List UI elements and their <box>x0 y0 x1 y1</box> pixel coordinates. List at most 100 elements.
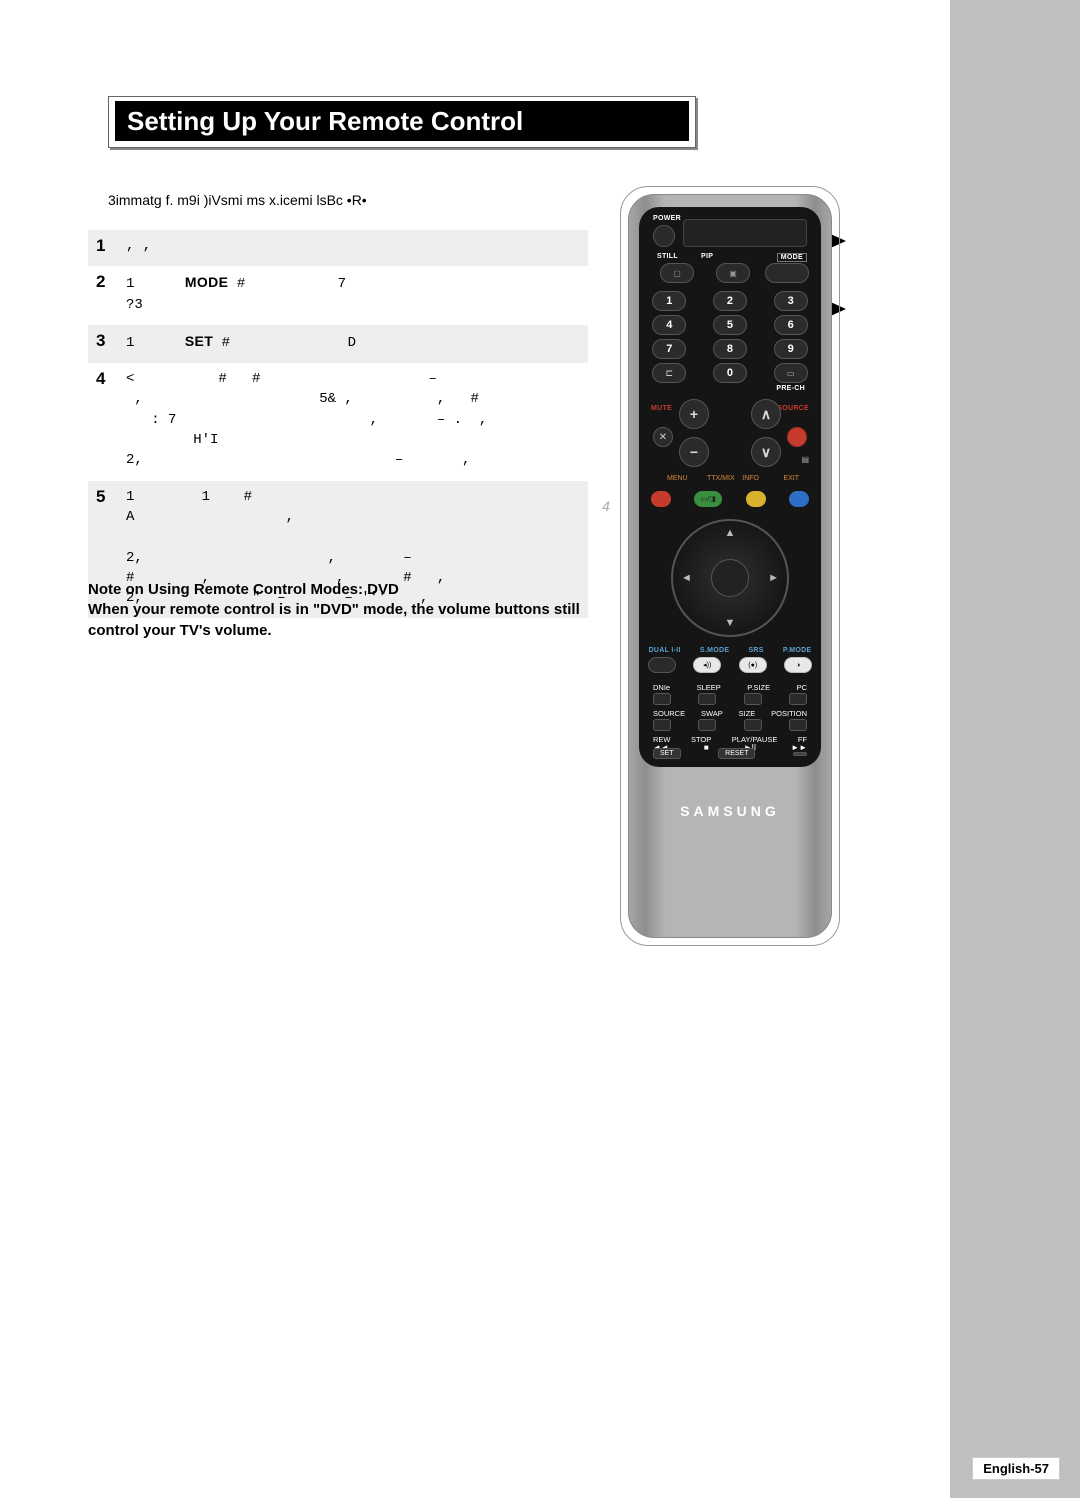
arrow-right-icon: ► <box>768 572 779 584</box>
label-menu: MENU <box>667 475 688 482</box>
psize-button[interactable] <box>744 693 762 705</box>
mode-button[interactable] <box>765 263 809 283</box>
label-pmode: P.MODE <box>783 647 812 654</box>
label-source: SOURCE <box>777 405 809 412</box>
ch-down-button[interactable]: ∨ <box>751 437 781 467</box>
reset-button[interactable]: RESET <box>718 748 755 759</box>
label-dnie: DNIe <box>653 683 670 692</box>
red-button[interactable] <box>651 491 671 507</box>
dash-icon: ⊏ <box>666 368 674 379</box>
mute-button[interactable]: ✕ <box>653 427 673 447</box>
num-3-button[interactable]: 3 <box>774 291 808 311</box>
size-button[interactable] <box>744 719 762 731</box>
pmode-button[interactable]: ◑ <box>784 657 812 673</box>
step-bold: MODE <box>185 274 229 290</box>
page-title: Setting Up Your Remote Control <box>115 101 689 141</box>
code-button[interactable] <box>793 752 807 756</box>
step-body: , , <box>126 236 580 256</box>
step-row: 3 1 SET # D <box>88 325 588 363</box>
label-source2: SOURCE <box>653 709 685 718</box>
position-button[interactable] <box>789 719 807 731</box>
label-size: SIZE <box>739 709 756 718</box>
ttx-icon: ▭/◨ <box>701 495 716 503</box>
step-number: 1 <box>96 236 126 256</box>
num-7-button[interactable]: 7 <box>652 339 686 359</box>
sleep-button[interactable] <box>698 693 716 705</box>
chevron-down-icon: ∨ <box>761 444 771 461</box>
list-icon: ▤ <box>801 455 809 464</box>
swap-button[interactable] <box>698 719 716 731</box>
note-line-1: Note on Using Remote Control Modes: DVD <box>88 580 608 600</box>
pip-button[interactable]: ▣ <box>716 263 750 283</box>
note-line-2: When your remote control is in "DVD" mod… <box>88 600 608 641</box>
blue-button[interactable] <box>789 491 809 507</box>
num-6-button[interactable]: 6 <box>774 315 808 335</box>
num-9-button[interactable]: 9 <box>774 339 808 359</box>
step-row: 4 < # # – , 5& , , # : 7 , – . , H'I 2, … <box>88 363 588 480</box>
step-row: 1 , , <box>88 230 588 266</box>
label-psize: P.SIZE <box>747 683 770 692</box>
step-number: 3 <box>96 331 126 353</box>
num-4-button[interactable]: 4 <box>652 315 686 335</box>
dual-button[interactable] <box>648 657 676 673</box>
set-reset-row: SET RESET <box>653 748 807 759</box>
num-0-button[interactable]: 0 <box>713 363 747 383</box>
still-button[interactable]: ▢ <box>660 263 694 283</box>
vol-up-button[interactable]: + <box>679 399 709 429</box>
num-8-button[interactable]: 8 <box>713 339 747 359</box>
step-text: , , <box>126 238 151 254</box>
label-sleep: SLEEP <box>697 683 721 692</box>
pc-button[interactable] <box>789 693 807 705</box>
step-body: 1 SET # D <box>126 331 580 353</box>
arrow-down-icon: ▼ <box>725 617 736 629</box>
label-still: STILL <box>657 253 678 260</box>
green-button[interactable]: ▭/◨ <box>694 491 722 507</box>
label-pip: PIP <box>701 253 713 260</box>
color-button-row: ▭/◨ <box>639 491 821 507</box>
power-button[interactable] <box>653 225 675 247</box>
dnie-button[interactable] <box>653 693 671 705</box>
steps-list: 1 , , 2 1 MODE # 7?3 3 1 SET # D 4 < # #… <box>88 230 588 618</box>
set-button[interactable]: SET <box>653 748 681 759</box>
rect-icon: ▣ <box>729 269 737 278</box>
step-number: 4 <box>96 369 126 470</box>
source2-button[interactable] <box>653 719 671 731</box>
note-block: Note on Using Remote Control Modes: DVD … <box>88 580 608 641</box>
source-button[interactable] <box>787 427 807 447</box>
step-row: 2 1 MODE # 7?3 <box>88 266 588 325</box>
num-5-button[interactable]: 5 <box>713 315 747 335</box>
chevron-up-icon: ∧ <box>761 406 771 423</box>
remote-body: POWER STILL PIP MODE ▢ ▣ 1 2 3 4 <box>628 194 832 938</box>
label-exit: EXIT <box>783 475 799 482</box>
label-prech: PRE-CH <box>776 385 805 392</box>
arrow-up-icon: ▲ <box>725 527 736 539</box>
label-swap: SWAP <box>701 709 723 718</box>
ch-up-button[interactable]: ∧ <box>751 399 781 429</box>
vol-down-button[interactable]: − <box>679 437 709 467</box>
num-2-button[interactable]: 2 <box>713 291 747 311</box>
callout-4-label: 4 <box>602 498 610 514</box>
page: Setting Up Your Remote Control 3immatg f… <box>0 0 1080 1498</box>
dash-button[interactable]: ⊏ <box>652 363 686 383</box>
remote-illustration: POWER STILL PIP MODE ▢ ▣ 1 2 3 4 <box>620 186 840 946</box>
right-sidebar <box>950 0 1080 1498</box>
rect-icon: ▢ <box>673 269 681 278</box>
nav-wheel[interactable]: ▲ ▼ ◄ ► <box>671 519 789 637</box>
speaker-icon: ◂)) <box>703 661 711 669</box>
yellow-button[interactable] <box>746 491 766 507</box>
title-box: Setting Up Your Remote Control <box>108 96 696 148</box>
label-power: POWER <box>653 215 681 222</box>
srs-button[interactable]: (●) <box>739 657 767 673</box>
label-mode: MODE <box>777 253 807 262</box>
smode-button[interactable]: ◂)) <box>693 657 721 673</box>
page-footer: English-57 <box>972 1457 1060 1480</box>
label-position: POSITION <box>771 709 807 718</box>
display-window <box>683 219 807 247</box>
label-ttx: TTX/MIX <box>707 475 735 482</box>
intro-text: 3immatg f. m9i )iVsmi ms x.icemi lsBc •R… <box>108 192 367 208</box>
label-dual: DUAL I-II <box>649 647 681 654</box>
prech-button[interactable]: ▭ <box>774 363 808 383</box>
step-bold: SET <box>185 333 213 349</box>
label-info: INFO <box>742 475 759 482</box>
num-1-button[interactable]: 1 <box>652 291 686 311</box>
